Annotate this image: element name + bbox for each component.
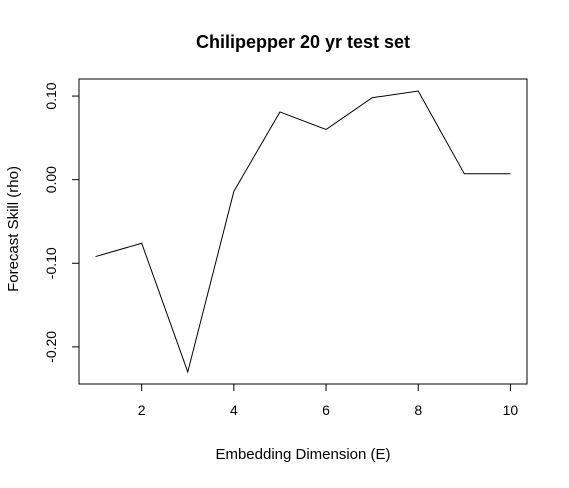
x-tick-label: 8 (414, 402, 422, 418)
x-tick-label: 2 (138, 402, 146, 418)
x-tick-label: 6 (322, 402, 330, 418)
y-tick-label: -0.20 (43, 331, 59, 363)
x-axis-label: Embedding Dimension (E) (215, 446, 390, 463)
y-tick-label: 0.10 (43, 82, 59, 109)
y-axis-label: Forecast Skill (rho) (5, 166, 22, 292)
chart-title: Chilipepper 20 yr test set (196, 32, 410, 52)
x-axis: 2 4 6 8 10 (138, 384, 519, 418)
x-tick-label: 10 (503, 402, 519, 418)
y-axis: -0.20 -0.10 0.00 0.10 (43, 82, 79, 363)
plot-frame (79, 79, 527, 384)
series-group (95, 91, 510, 372)
x-tick-label: 4 (230, 402, 238, 418)
y-tick-label: 0.00 (43, 166, 59, 193)
series-line (96, 91, 511, 372)
y-tick-label: -0.10 (43, 247, 59, 279)
